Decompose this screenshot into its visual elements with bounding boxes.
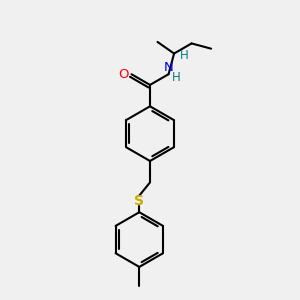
Text: S: S (134, 194, 144, 208)
Text: H: H (180, 50, 189, 62)
Text: N: N (164, 61, 173, 74)
Text: H: H (172, 71, 180, 84)
Text: O: O (118, 68, 129, 81)
